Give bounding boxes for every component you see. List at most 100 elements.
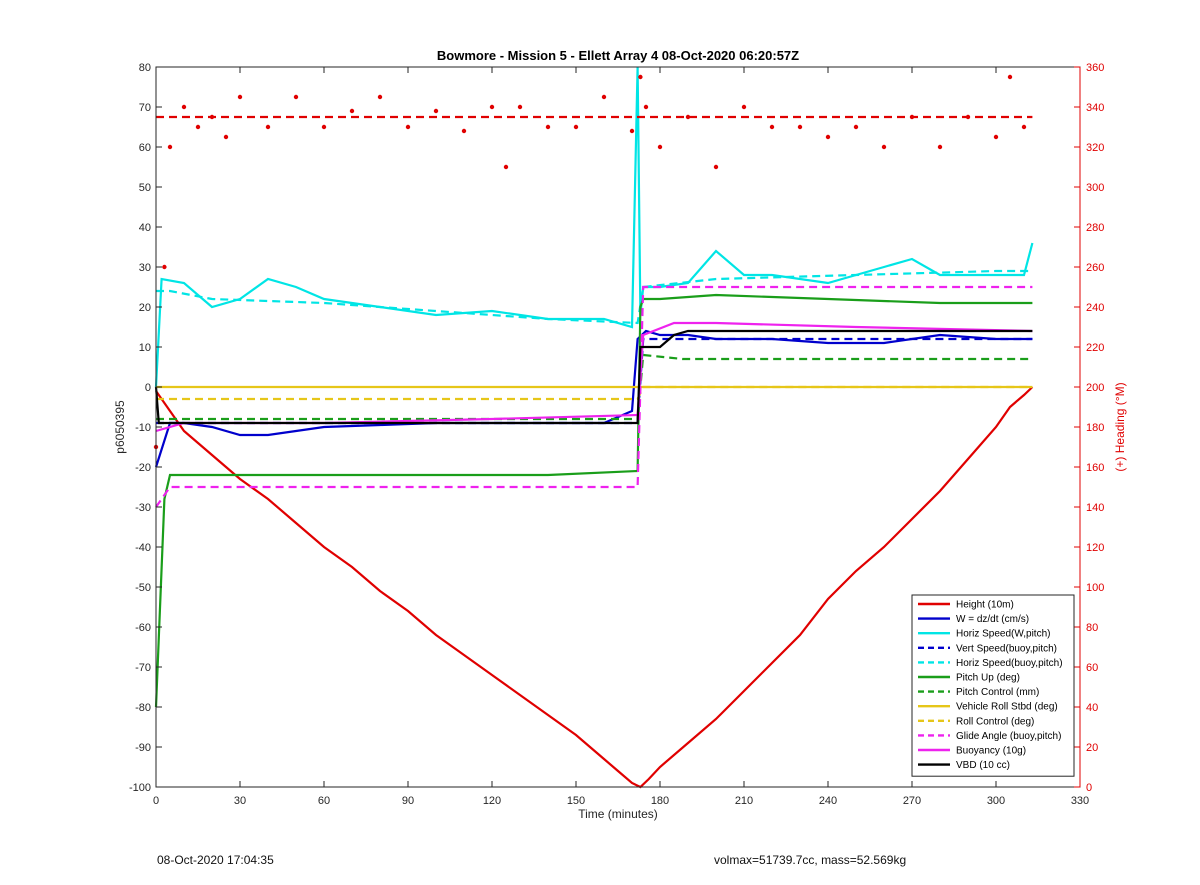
series-heading-point bbox=[195, 124, 201, 130]
y-tick-label-left: -10 bbox=[135, 422, 151, 434]
series-glide-angle-buoy-pitch-line bbox=[155, 285, 1033, 508]
y-tick-label-right: 120 bbox=[1086, 542, 1104, 554]
series-heading-point bbox=[405, 124, 411, 130]
x-tick-label: 240 bbox=[819, 795, 837, 807]
series-heading-point bbox=[937, 144, 943, 150]
y-tick-label-left: -60 bbox=[135, 622, 151, 634]
series-heading-point bbox=[545, 124, 551, 130]
series-horiz-speed-w-pitch-line bbox=[154, 66, 1034, 388]
series-heading-point bbox=[643, 104, 649, 110]
x-tick-label: 0 bbox=[153, 795, 159, 807]
x-tick-label: 270 bbox=[903, 795, 921, 807]
x-tick-label: 300 bbox=[987, 795, 1005, 807]
series-heading-point bbox=[223, 134, 229, 140]
x-tick-label: 120 bbox=[483, 795, 501, 807]
series-heading-point bbox=[349, 108, 355, 114]
y-tick-label-right: 180 bbox=[1086, 422, 1104, 434]
series-heading-point bbox=[181, 104, 187, 110]
series-heading-point bbox=[881, 144, 887, 150]
y-tick-label-left: 70 bbox=[139, 102, 151, 114]
series-heading-point bbox=[377, 94, 383, 100]
series-heading-point bbox=[461, 128, 467, 134]
x-tick-label: 60 bbox=[318, 795, 330, 807]
legend-label: Horiz Speed(buoy,pitch) bbox=[956, 658, 1063, 669]
series-heading-point bbox=[517, 104, 523, 110]
legend: Height (10m) W = dz/dt (cm/s) Horiz Speed(… bbox=[911, 594, 1075, 777]
y-tick-label-left: -40 bbox=[135, 542, 151, 554]
y-tick-label-right: 220 bbox=[1086, 342, 1104, 354]
y-tick-label-right: 340 bbox=[1086, 102, 1104, 114]
y-tick-label-left: 60 bbox=[139, 142, 151, 154]
series-heading-point bbox=[629, 128, 635, 134]
series-heading-point bbox=[638, 74, 643, 80]
y-tick-label-right: 20 bbox=[1086, 742, 1098, 754]
series-heading-point bbox=[489, 104, 495, 110]
y-tick-label-right: 80 bbox=[1086, 622, 1098, 634]
y-tick-label-right: 260 bbox=[1086, 262, 1104, 274]
series-heading-point bbox=[657, 144, 663, 150]
series-layer bbox=[153, 66, 1034, 789]
legend-label: Pitch Up (deg) bbox=[956, 673, 1020, 684]
series-heading-point bbox=[433, 108, 439, 114]
legend-label: Vert Speed(buoy,pitch) bbox=[956, 643, 1057, 654]
y-tick-label-left: -30 bbox=[135, 502, 151, 514]
x-tick-label: 150 bbox=[567, 795, 585, 807]
y-tick-label-right: 60 bbox=[1086, 662, 1098, 674]
y-tick-label-right: 40 bbox=[1086, 702, 1098, 714]
y-tick-label-right: 0 bbox=[1086, 782, 1092, 794]
series-heading-point bbox=[167, 144, 173, 150]
series-heading-point bbox=[293, 94, 299, 100]
y-tick-label-right: 200 bbox=[1086, 382, 1104, 394]
y-tick-label-left: -50 bbox=[135, 582, 151, 594]
footer-volmax-mass: volmax=51739.7cc, mass=52.569kg bbox=[714, 853, 907, 867]
series-heading-point bbox=[503, 164, 509, 170]
series-heading-point bbox=[797, 124, 803, 130]
y-tick-label-left: -90 bbox=[135, 742, 151, 754]
y-tick-label-left: -80 bbox=[135, 702, 151, 714]
y-tick-label-right: 160 bbox=[1086, 462, 1104, 474]
y-tick-label-right: 320 bbox=[1086, 142, 1104, 154]
series-heading-point bbox=[825, 134, 831, 140]
legend-label: W = dz/dt (cm/s) bbox=[956, 614, 1029, 625]
legend-label: Pitch Control (mm) bbox=[956, 687, 1039, 698]
y-tick-label-right: 360 bbox=[1086, 62, 1104, 74]
y-tick-label-left: -70 bbox=[135, 662, 151, 674]
x-tick-label: 90 bbox=[402, 795, 414, 807]
series-heading-point bbox=[321, 124, 327, 130]
series-height-10m-line bbox=[155, 386, 1034, 789]
y-tick-label-left: 10 bbox=[139, 342, 151, 354]
x-axis-label: Time (minutes) bbox=[578, 807, 658, 821]
y-tick-label-left: 30 bbox=[139, 262, 151, 274]
legend-box bbox=[911, 594, 1075, 777]
series-heading-point bbox=[573, 124, 579, 130]
series-heading-point bbox=[237, 94, 243, 100]
legend-label: Glide Angle (buoy,pitch) bbox=[956, 731, 1061, 742]
y-tick-label-right: 300 bbox=[1086, 182, 1104, 194]
series-heading-point bbox=[1007, 74, 1013, 80]
series-heading-point bbox=[713, 164, 719, 170]
y-tick-label-right: 280 bbox=[1086, 222, 1104, 234]
y-tick-label-left: 80 bbox=[139, 62, 151, 74]
x-tick-label: 180 bbox=[651, 795, 669, 807]
x-tick-label: 30 bbox=[234, 795, 246, 807]
y-tick-label-left: 50 bbox=[139, 182, 151, 194]
series-pitch-up-deg-line bbox=[154, 293, 1033, 708]
series-heading-point bbox=[741, 104, 747, 110]
axis-layer: 0 30 60 90 120 150 180 210 240 270 300 330807060504… bbox=[129, 62, 1104, 807]
legend-label: Height (10m) bbox=[956, 600, 1014, 611]
legend-label: Roll Control (deg) bbox=[956, 716, 1034, 727]
legend-label: VBD (10 cc) bbox=[956, 760, 1010, 771]
y-tick-label-left: 20 bbox=[139, 302, 151, 314]
series-vbd-10-cc-line bbox=[154, 329, 1033, 425]
y-axis-label-left: p6050395 bbox=[113, 400, 127, 454]
series-heading-point bbox=[993, 134, 999, 140]
series-horiz-speed-buoy-pitch-line bbox=[156, 269, 1033, 325]
y-axis-label-right: (+) Heading (°M) bbox=[1113, 382, 1127, 471]
y-tick-label-right: 140 bbox=[1086, 502, 1104, 514]
y-tick-label-right: 100 bbox=[1086, 582, 1104, 594]
footer-timestamp: 08-Oct-2020 17:04:35 bbox=[157, 853, 274, 867]
legend-label: Buoyancy (10g) bbox=[956, 746, 1026, 757]
y-tick-label-left: -20 bbox=[135, 462, 151, 474]
x-tick-label: 330 bbox=[1071, 795, 1089, 807]
